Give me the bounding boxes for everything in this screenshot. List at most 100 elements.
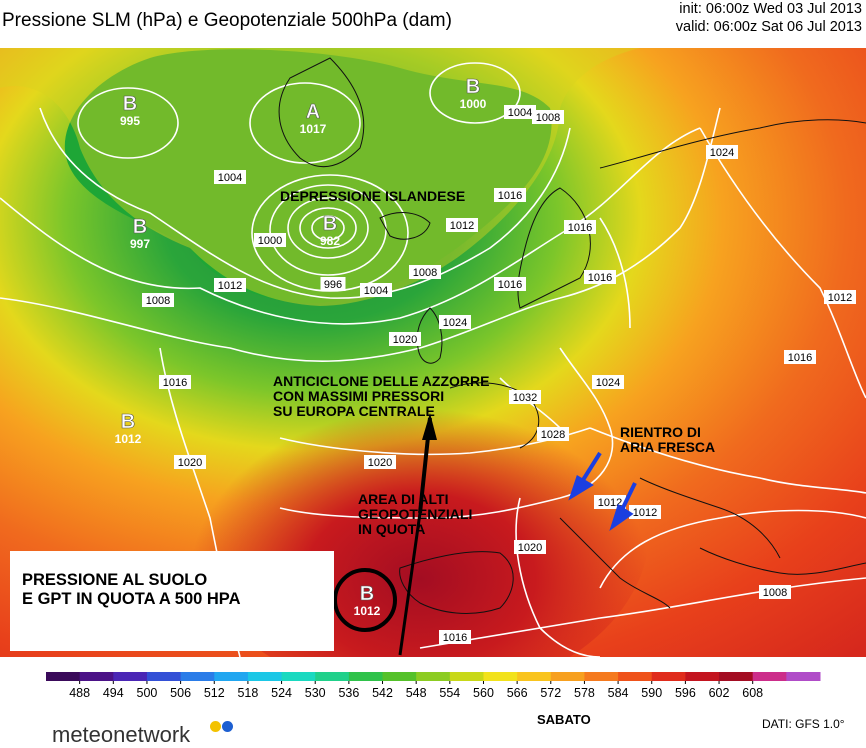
colorbar-tick-label: 494: [103, 686, 124, 700]
colorbar-cell: [685, 672, 720, 681]
colorbar-cell: [416, 672, 451, 681]
colorbar-ticks: 488 494 500 506 512 518 524 530 536 542 548 554 560 5…: [69, 681, 763, 700]
isobar-labels: 1004 1008 1004 1000 996 1004 1008 1012 1016 1008 1…: [142, 105, 856, 644]
label-anticiclone: ANTICICLONE DELLE AZZORRE CON MASSIMI PR…: [273, 373, 490, 419]
isobar-label: 1016: [498, 190, 522, 202]
colorbar-tick-label: 608: [742, 686, 763, 700]
isobar-label: 1004: [508, 107, 532, 119]
center-letter: B: [466, 76, 480, 98]
isobar-label: 1028: [541, 429, 565, 441]
isobar-label: 1016: [588, 272, 612, 284]
colorbar-cell: [348, 672, 384, 681]
init-time: init: 06:00z Wed 03 Jul 2013: [679, 1, 862, 17]
center-letter: B: [123, 93, 137, 115]
colorbar-tick-label: 572: [540, 686, 561, 700]
logo-text: meteonetwork: [52, 722, 191, 747]
center-letter: B: [323, 213, 337, 235]
isobar-label: 1008: [146, 295, 170, 307]
colorbar-tick-label: 578: [574, 686, 595, 700]
isobar-label-bg: [592, 375, 624, 389]
isobar-label-bg: [504, 105, 536, 119]
colorbar-tick-label: 548: [406, 686, 427, 700]
colorbar-cell: [483, 672, 518, 681]
transition-band: [0, 48, 640, 306]
center-value: 1000: [460, 97, 487, 111]
isobar-label-bg: [759, 585, 791, 599]
isobar-label: 1012: [828, 292, 852, 304]
center-value: 1012: [354, 604, 381, 618]
colorbar-cell: [214, 672, 249, 681]
low-geopotential-area: [64, 49, 552, 304]
isobar-label: 1024: [596, 377, 620, 389]
isobar-label: 1020: [518, 542, 542, 554]
isobar-label: 1008: [536, 112, 560, 124]
isobar-label: 1016: [163, 377, 187, 389]
colorbar-cell: [618, 672, 653, 681]
colorbar-tick-label: 524: [271, 686, 292, 700]
colorbar-cell: [719, 672, 754, 681]
isobar-label-bg: [537, 427, 569, 441]
isobar-label: 1012: [633, 507, 657, 519]
isobar-label: 1020: [368, 457, 392, 469]
logo-dot-blue: [222, 721, 233, 732]
isobar-label-bg: [629, 505, 661, 519]
isobar-label-bg: [706, 145, 738, 159]
info-box-text: PRESSIONE AL SUOLO E GPT IN QUOTA A 500 …: [22, 571, 241, 608]
colorbar: 488 494 500 506 512 518 524 530 536 542 548 554 560 5…: [46, 672, 821, 700]
isobar-label-bg: [142, 293, 174, 307]
center-value: 1012: [115, 432, 142, 446]
colorbar-tick-label: 488: [69, 686, 90, 700]
colorbar-cells: [46, 672, 821, 681]
isobar-label: 1032: [513, 392, 537, 404]
run-info: init: 06:00z Wed 03 Jul 2013 valid: 06:0…: [676, 0, 862, 36]
highlight-circle: [333, 568, 397, 632]
colorbar-cell: [786, 672, 821, 681]
colorbar-cell: [550, 672, 585, 681]
colorbar-cell: [281, 672, 316, 681]
isobar-label: 1020: [178, 457, 202, 469]
isobar-label: 1000: [258, 235, 282, 247]
isobar-label-bg: [439, 315, 471, 329]
colorbar-cell: [752, 672, 787, 681]
colorbar-tick-label: 560: [473, 686, 494, 700]
isobar-label-bg: [824, 290, 856, 304]
colorbar-cell: [315, 672, 350, 681]
info-box: PRESSIONE AL SUOLO E GPT IN QUOTA A 500 …: [10, 551, 334, 651]
isobar-label-bg: [409, 265, 441, 279]
arrow-head: [422, 413, 437, 440]
isobar-label: 1016: [568, 222, 592, 234]
coastlines: [278, 57, 866, 614]
center-letter: B: [133, 216, 147, 238]
isobar-label: 1020: [393, 334, 417, 346]
isobar-label-bg: [439, 630, 471, 644]
isobar-label-bg: [494, 188, 526, 202]
colorbar-tick-label: 512: [204, 686, 225, 700]
valid-time: valid: 06:00z Sat 06 Jul 2013: [675, 19, 862, 35]
data-source: DATI: GFS 1.0°: [762, 717, 845, 731]
center-letter: B: [121, 411, 135, 433]
chart-title: Pressione SLM (hPa) e Geopotenziale 500h…: [2, 10, 452, 31]
isobar-label-bg: [784, 350, 816, 364]
isobar-label-bg: [514, 540, 546, 554]
isobar-label-bg: [446, 218, 478, 232]
arrow-shaft: [398, 512, 422, 656]
isobar-label: 996: [324, 279, 342, 291]
colorbar-cell: [79, 672, 114, 681]
colorbar-cell: [146, 672, 182, 681]
isobar-label: 1012: [450, 220, 474, 232]
center-value: 1017: [300, 122, 327, 136]
colorbar-cell: [449, 672, 484, 681]
logo-dot-yellow: [210, 721, 221, 732]
isobar-label-bg: [364, 455, 396, 469]
isobar-label-bg: [214, 278, 246, 292]
day-label: SABATO: [537, 712, 591, 727]
colorbar-tick-label: 602: [709, 686, 730, 700]
isobar-label: 1008: [763, 587, 787, 599]
isobar-label-bg: [584, 270, 616, 284]
center-letter: B: [360, 583, 374, 605]
isobar-label: 1016: [788, 352, 812, 364]
isobar-label-bg: [494, 277, 526, 291]
colorbar-tick-label: 530: [305, 686, 326, 700]
